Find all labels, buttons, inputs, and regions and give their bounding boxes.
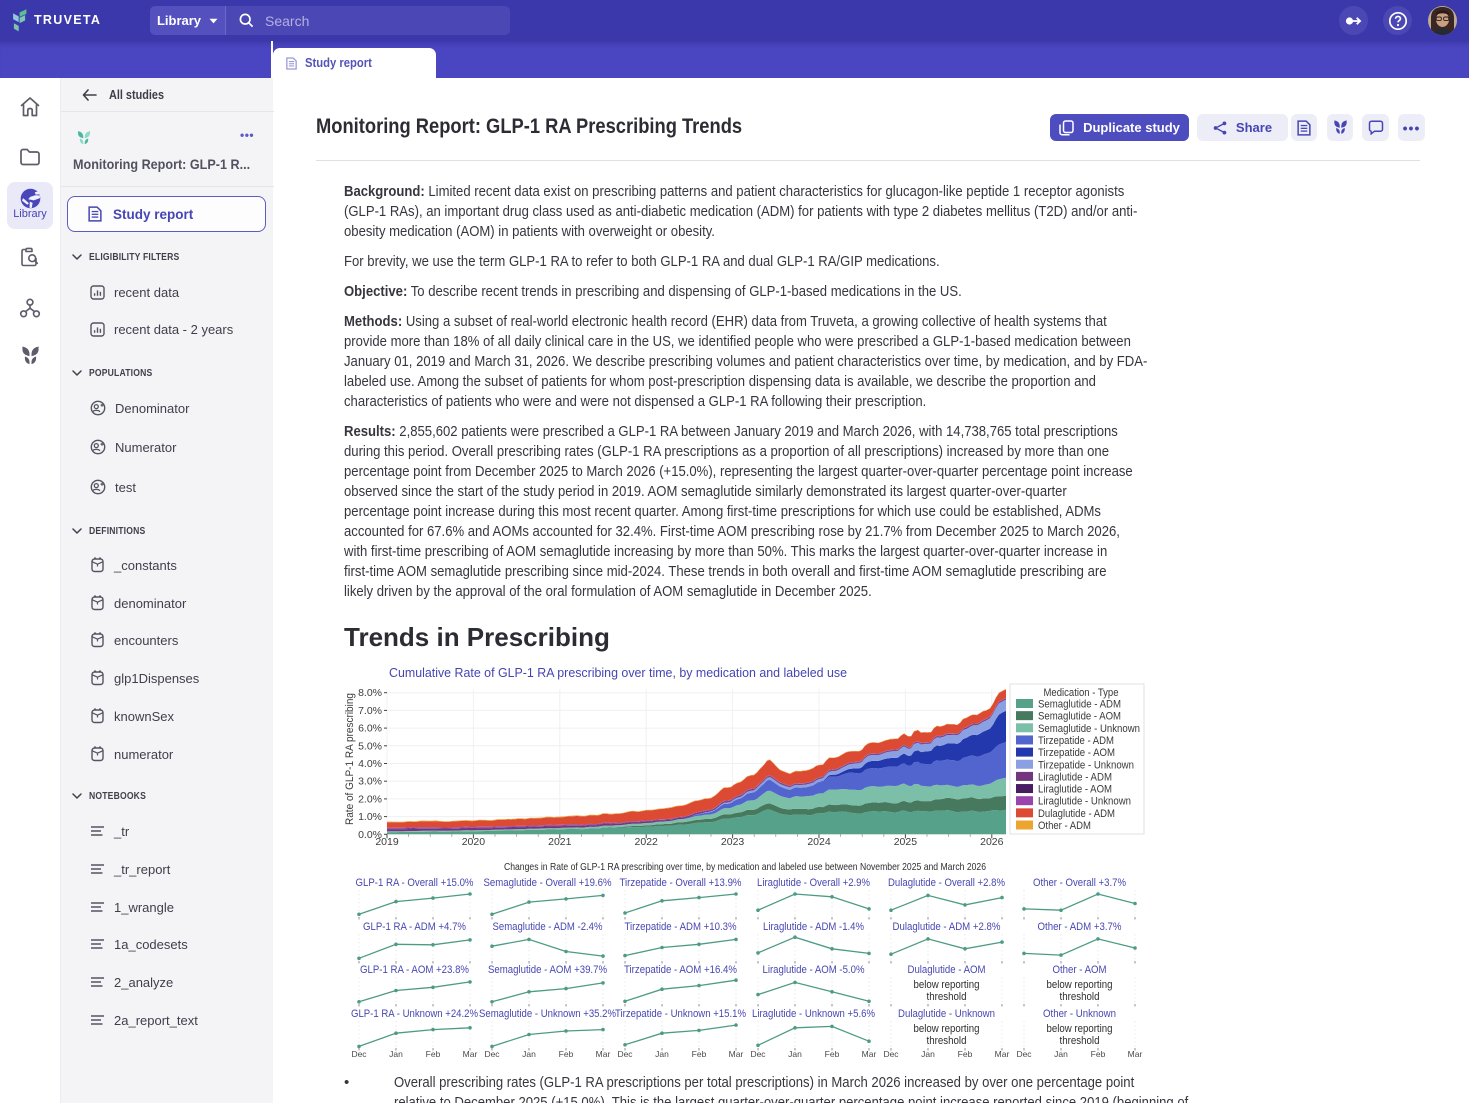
svg-text:Tirzepatide - ADM: Tirzepatide - ADM (1038, 735, 1114, 747)
svg-text:Other - Unknown: Other - Unknown (1043, 1008, 1116, 1020)
svg-text:Jan: Jan (655, 1049, 669, 1059)
svg-text:Dec: Dec (351, 1049, 367, 1059)
svg-text:5.0%: 5.0% (358, 740, 382, 752)
svg-text:Liraglutide - Unknown: Liraglutide - Unknown (1038, 796, 1131, 808)
svg-text:Jan: Jan (389, 1049, 403, 1059)
svg-text:Mar: Mar (1128, 1049, 1143, 1059)
svg-text:Semaglutide - Overall +19.6%: Semaglutide - Overall +19.6% (484, 877, 612, 889)
svg-text:Semaglutide - ADM -2.4%: Semaglutide - ADM -2.4% (493, 921, 603, 933)
svg-text:Liraglutide - AOM: Liraglutide - AOM (1038, 784, 1112, 796)
svg-text:below reporting: below reporting (914, 979, 980, 991)
svg-text:below reporting: below reporting (1047, 979, 1113, 991)
svg-text:Dulaglutide - ADM +2.8%: Dulaglutide - ADM +2.8% (893, 921, 1001, 933)
svg-text:2025: 2025 (894, 836, 918, 848)
svg-text:threshold: threshold (927, 1035, 967, 1047)
svg-text:Semaglutide - ADM: Semaglutide - ADM (1038, 699, 1121, 711)
svg-text:2020: 2020 (462, 836, 486, 848)
svg-text:threshold: threshold (1060, 991, 1100, 1003)
svg-text:below reporting: below reporting (914, 1023, 980, 1035)
svg-text:4.0%: 4.0% (358, 758, 382, 770)
svg-text:2019: 2019 (375, 836, 399, 848)
svg-text:Liraglutide - ADM: Liraglutide - ADM (1038, 771, 1112, 783)
svg-text:threshold: threshold (1060, 1035, 1100, 1047)
svg-text:Dec: Dec (617, 1049, 633, 1059)
svg-text:Dulaglutide - ADM: Dulaglutide - ADM (1038, 808, 1115, 820)
svg-text:Dulaglutide - Unknown: Dulaglutide - Unknown (898, 1008, 995, 1020)
svg-text:2.0%: 2.0% (358, 793, 382, 805)
svg-text:Other - Overall +3.7%: Other - Overall +3.7% (1033, 877, 1126, 889)
svg-text:0.0%: 0.0% (358, 829, 382, 841)
svg-text:Dec: Dec (883, 1049, 899, 1059)
svg-text:Other - AOM: Other - AOM (1053, 964, 1107, 976)
svg-text:Feb: Feb (825, 1049, 840, 1059)
svg-text:Tirzepatide - ADM +10.3%: Tirzepatide - ADM +10.3% (625, 921, 737, 933)
svg-text:Semaglutide - Unknown +35.2%: Semaglutide - Unknown +35.2% (479, 1008, 616, 1020)
svg-text:Feb: Feb (692, 1049, 707, 1059)
svg-text:Jan: Jan (921, 1049, 935, 1059)
svg-text:Rate of GLP-1 RA prescribing: Rate of GLP-1 RA prescribing (344, 693, 356, 825)
svg-text:Tirzepatide - AOM: Tirzepatide - AOM (1038, 747, 1115, 759)
svg-text:GLP-1 RA - Unknown +24.2%: GLP-1 RA - Unknown +24.2% (351, 1008, 478, 1020)
svg-text:2021: 2021 (548, 836, 572, 848)
svg-text:3.0%: 3.0% (358, 776, 382, 788)
svg-text:Feb: Feb (559, 1049, 574, 1059)
svg-text:Liraglutide - Overall +2.9%: Liraglutide - Overall +2.9% (757, 877, 870, 889)
svg-text:1.0%: 1.0% (358, 811, 382, 823)
svg-text:7.0%: 7.0% (358, 705, 382, 717)
svg-text:Tirzepatide - Overall +13.9%: Tirzepatide - Overall +13.9% (620, 877, 742, 889)
svg-text:Dec: Dec (1016, 1049, 1032, 1059)
svg-text:Mar: Mar (995, 1049, 1010, 1059)
svg-text:Other - ADM +3.7%: Other - ADM +3.7% (1038, 921, 1122, 933)
svg-text:Liraglutide - ADM -1.4%: Liraglutide - ADM -1.4% (763, 921, 864, 933)
svg-text:Dulaglutide - AOM: Dulaglutide - AOM (908, 964, 986, 976)
svg-text:Mar: Mar (463, 1049, 478, 1059)
svg-text:2024: 2024 (807, 836, 831, 848)
svg-text:Jan: Jan (522, 1049, 536, 1059)
svg-text:below reporting: below reporting (1047, 1023, 1113, 1035)
svg-text:Jan: Jan (1054, 1049, 1068, 1059)
svg-text:Semaglutide - AOM: Semaglutide - AOM (1038, 711, 1121, 723)
svg-text:Mar: Mar (729, 1049, 744, 1059)
svg-text:Dulaglutide - Overall +2.8%: Dulaglutide - Overall +2.8% (888, 877, 1005, 889)
svg-text:Dec: Dec (484, 1049, 500, 1059)
svg-text:2022: 2022 (635, 836, 659, 848)
svg-text:Tirzepatide - AOM +16.4%: Tirzepatide - AOM +16.4% (624, 964, 737, 976)
svg-text:Feb: Feb (958, 1049, 973, 1059)
svg-text:Liraglutide - Unknown +5.6%: Liraglutide - Unknown +5.6% (752, 1008, 875, 1020)
svg-text:Liraglutide - AOM -5.0%: Liraglutide - AOM -5.0% (763, 964, 865, 976)
svg-text:2026: 2026 (980, 836, 1004, 848)
svg-text:2023: 2023 (721, 836, 745, 848)
svg-text:Feb: Feb (1091, 1049, 1106, 1059)
svg-text:GLP-1 RA - AOM +23.8%: GLP-1 RA - AOM +23.8% (360, 964, 469, 976)
svg-text:GLP-1 RA - ADM +4.7%: GLP-1 RA - ADM +4.7% (363, 921, 466, 933)
svg-text:Changes in Rate of GLP-1 RA pr: Changes in Rate of GLP-1 RA prescribing … (504, 861, 986, 873)
svg-text:6.0%: 6.0% (358, 723, 382, 735)
svg-text:Jan: Jan (788, 1049, 802, 1059)
svg-text:8.0%: 8.0% (358, 687, 382, 699)
svg-text:Cumulative Rate of GLP-1 RA pr: Cumulative Rate of GLP-1 RA prescribing … (389, 665, 847, 680)
svg-text:Feb: Feb (426, 1049, 441, 1059)
svg-text:Mar: Mar (862, 1049, 877, 1059)
svg-text:Tirzepatide - Unknown: Tirzepatide - Unknown (1038, 759, 1134, 771)
svg-text:Semaglutide - Unknown: Semaglutide - Unknown (1038, 723, 1140, 735)
svg-text:Mar: Mar (596, 1049, 611, 1059)
svg-text:Dec: Dec (750, 1049, 766, 1059)
svg-text:threshold: threshold (927, 991, 967, 1003)
svg-text:Semaglutide - AOM +39.7%: Semaglutide - AOM +39.7% (488, 964, 607, 976)
svg-text:Tirzepatide - Unknown +15.1%: Tirzepatide - Unknown +15.1% (615, 1008, 746, 1020)
svg-text:GLP-1 RA - Overall +15.0%: GLP-1 RA - Overall +15.0% (356, 877, 474, 889)
svg-text:Medication - Type: Medication - Type (1044, 687, 1119, 699)
svg-text:Other - ADM: Other - ADM (1038, 820, 1091, 832)
